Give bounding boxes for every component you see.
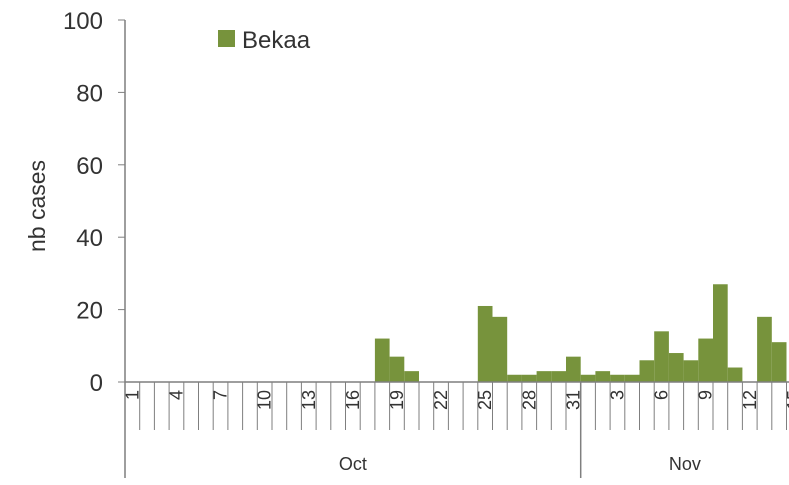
bar (521, 374, 537, 382)
x-tick-label: 19 (387, 390, 407, 410)
x-tick-label: 7 (211, 390, 231, 400)
y-tick-label: 60 (76, 153, 103, 180)
y-tick-label: 0 (90, 370, 103, 397)
bar (610, 374, 625, 382)
y-tick-label: 80 (76, 80, 103, 107)
legend-label-bekaa: Bekaa (242, 27, 311, 54)
bar (595, 371, 611, 382)
x-tick-label: 25 (475, 390, 495, 410)
x-tick-label: 9 (696, 390, 716, 400)
x-tick-label: 3 (607, 390, 627, 400)
x-tick-label: 12 (740, 390, 760, 410)
bar (566, 356, 581, 382)
x-tick-label: 16 (343, 390, 363, 410)
y-tick-label: 100 (63, 8, 103, 35)
bar (492, 316, 508, 382)
x-tick-label: 31 (563, 390, 583, 410)
x-axis: 1 4 7 10 13 16 19 22 25 28 31 3 6 9 12 15 Oct Nov (122, 381, 789, 478)
bar (507, 374, 522, 382)
x-tick-label: 1 (122, 390, 142, 400)
bar (639, 360, 655, 382)
x-tick-label: 28 (519, 390, 539, 410)
y-axis-label: nb cases (24, 160, 50, 252)
legend-swatch-bekaa (218, 30, 235, 47)
bar (551, 371, 566, 382)
x-tick-label: 13 (299, 390, 319, 410)
bar (536, 371, 552, 382)
bar (727, 367, 743, 382)
x-tick-label: 4 (166, 390, 186, 400)
x-tick-label: 22 (431, 390, 451, 410)
bar (713, 284, 728, 382)
month-label: Oct (339, 454, 367, 474)
x-tick-label: 10 (255, 390, 275, 410)
bars (374, 284, 787, 382)
x-tick-label: 6 (652, 390, 672, 400)
bar (771, 342, 787, 382)
bar (374, 338, 390, 382)
month-label: Nov (669, 454, 701, 474)
y-tick-label: 40 (76, 225, 103, 252)
bar (668, 353, 684, 382)
bar (683, 360, 699, 382)
bar (654, 331, 669, 382)
bar (757, 316, 772, 382)
y-tick-label: 20 (76, 298, 103, 325)
bar (477, 305, 493, 382)
x-tick-label: 15 (784, 390, 789, 410)
bar (624, 374, 640, 382)
legend: Bekaa (218, 27, 311, 54)
bar (404, 371, 419, 382)
y-axis-ticks: 0 20 40 60 80 100 (63, 8, 125, 397)
bar (698, 338, 713, 382)
bar (580, 374, 596, 382)
bar (389, 356, 405, 382)
